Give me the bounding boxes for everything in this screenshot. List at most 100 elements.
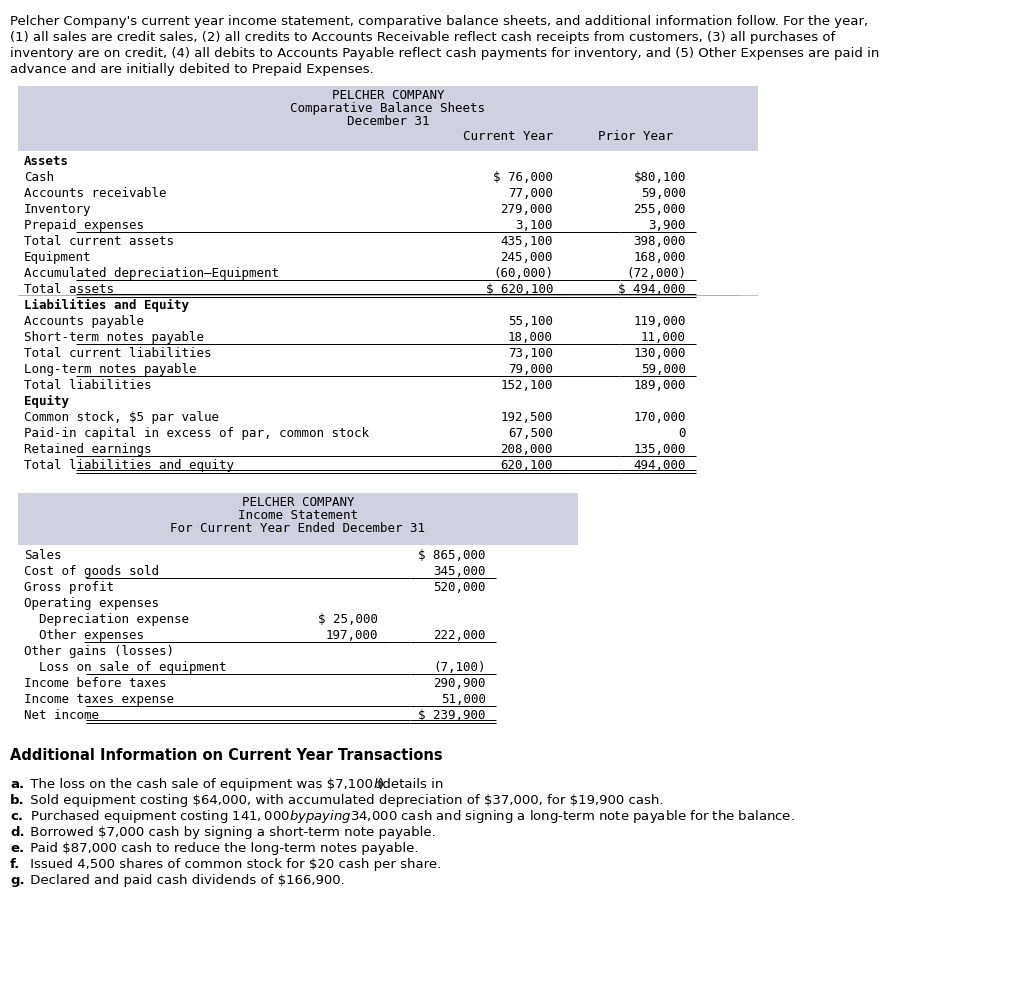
Text: (72,000): (72,000) [626, 267, 686, 280]
Text: Long-term notes payable: Long-term notes payable [24, 363, 197, 376]
Text: Cash: Cash [24, 171, 54, 184]
Text: a.: a. [10, 778, 25, 791]
Text: Loss on sale of equipment: Loss on sale of equipment [24, 661, 226, 674]
Text: inventory are on credit, (4) all debits to Accounts Payable reflect cash payment: inventory are on credit, (4) all debits … [10, 47, 880, 60]
Text: Common stock, $5 par value: Common stock, $5 par value [24, 411, 219, 424]
Text: Cost of goods sold: Cost of goods sold [24, 565, 159, 578]
Text: 3,100: 3,100 [515, 219, 553, 232]
Text: Operating expenses: Operating expenses [24, 597, 159, 610]
Text: Equipment: Equipment [24, 251, 91, 264]
Text: Prior Year: Prior Year [598, 130, 674, 143]
Text: b: b [374, 778, 382, 791]
Text: 222,000: 222,000 [433, 629, 486, 642]
Text: 290,900: 290,900 [433, 677, 486, 690]
Text: 168,000: 168,000 [634, 251, 686, 264]
Text: $ 494,000: $ 494,000 [618, 283, 686, 296]
Text: 192,500: 192,500 [501, 411, 553, 424]
Text: $ 239,900: $ 239,900 [419, 709, 486, 722]
Text: Total assets: Total assets [24, 283, 114, 296]
Text: 130,000: 130,000 [634, 347, 686, 360]
Text: $80,100: $80,100 [634, 171, 686, 184]
Text: 435,100: 435,100 [501, 235, 553, 248]
Text: 73,100: 73,100 [508, 347, 553, 360]
Text: PELCHER COMPANY: PELCHER COMPANY [332, 89, 444, 102]
Text: 152,100: 152,100 [501, 379, 553, 392]
Text: Inventory: Inventory [24, 203, 91, 216]
Text: Paid-in capital in excess of par, common stock: Paid-in capital in excess of par, common… [24, 427, 369, 440]
Text: $ 25,000: $ 25,000 [318, 613, 378, 626]
Text: f.: f. [10, 858, 20, 871]
Text: 119,000: 119,000 [634, 315, 686, 328]
Bar [18, 493, 578, 545]
Text: Other expenses: Other expenses [24, 629, 144, 642]
Text: Assets: Assets [24, 155, 69, 168]
Text: Retained earnings: Retained earnings [24, 443, 152, 456]
Text: 18,000: 18,000 [508, 331, 553, 344]
Text: g.: g. [10, 874, 25, 887]
Bar [18, 545, 578, 725]
Text: Current Year: Current Year [463, 130, 553, 143]
Text: 0: 0 [679, 427, 686, 440]
Text: Issued 4,500 shares of common stock for $20 cash per share.: Issued 4,500 shares of common stock for … [26, 858, 441, 871]
Text: 3,900: 3,900 [648, 219, 686, 232]
Text: 11,000: 11,000 [641, 331, 686, 344]
Text: $ 76,000: $ 76,000 [493, 171, 553, 184]
Text: 398,000: 398,000 [634, 235, 686, 248]
Text: advance and are initially debited to Prepaid Expenses.: advance and are initially debited to Pre… [10, 63, 374, 76]
Text: Short-term notes payable: Short-term notes payable [24, 331, 204, 344]
Text: Pelcher Company's current year income statement, comparative balance sheets, and: Pelcher Company's current year income st… [10, 15, 868, 28]
Text: c.: c. [10, 810, 23, 823]
Text: 494,000: 494,000 [634, 459, 686, 472]
Text: 255,000: 255,000 [634, 203, 686, 216]
Text: Paid $87,000 cash to reduce the long-term notes payable.: Paid $87,000 cash to reduce the long-ter… [26, 842, 419, 855]
Text: 208,000: 208,000 [501, 443, 553, 456]
Text: 51,000: 51,000 [441, 693, 486, 706]
Text: 620,100: 620,100 [501, 459, 553, 472]
Text: 520,000: 520,000 [433, 581, 486, 594]
Text: Equity: Equity [24, 395, 69, 408]
Text: 79,000: 79,000 [508, 363, 553, 376]
Text: Depreciation expense: Depreciation expense [24, 613, 189, 626]
Text: 59,000: 59,000 [641, 187, 686, 200]
Text: b.: b. [10, 794, 25, 807]
Text: Income Statement: Income Statement [238, 509, 358, 522]
Text: Declared and paid cash dividends of $166,900.: Declared and paid cash dividends of $166… [26, 874, 345, 887]
Text: Liabilities and Equity: Liabilities and Equity [24, 299, 189, 312]
Text: ).: ). [379, 778, 388, 791]
Text: Comparative Balance Sheets: Comparative Balance Sheets [291, 102, 485, 115]
Text: Sales: Sales [24, 549, 61, 562]
Text: (1) all sales are credit sales, (2) all credits to Accounts Receivable reflect c: (1) all sales are credit sales, (2) all … [10, 31, 836, 44]
Text: Gross profit: Gross profit [24, 581, 114, 594]
Text: Accumulated depreciation–Equipment: Accumulated depreciation–Equipment [24, 267, 279, 280]
Text: Sold equipment costing $64,000, with accumulated depreciation of $37,000, for $1: Sold equipment costing $64,000, with acc… [26, 794, 664, 807]
Text: December 31: December 31 [347, 115, 429, 128]
Text: 197,000: 197,000 [326, 629, 378, 642]
Text: Income taxes expense: Income taxes expense [24, 693, 174, 706]
Text: $ 865,000: $ 865,000 [419, 549, 486, 562]
Text: 67,500: 67,500 [508, 427, 553, 440]
Text: (7,100): (7,100) [433, 661, 486, 674]
Text: Purchased equipment costing $141,000 by paying $34,000 cash and signing a long-t: Purchased equipment costing $141,000 by … [26, 808, 795, 825]
Text: Total current liabilities: Total current liabilities [24, 347, 212, 360]
Text: Additional Information on Current Year Transactions: Additional Information on Current Year T… [10, 748, 442, 763]
Bar [18, 151, 758, 475]
Text: The loss on the cash sale of equipment was $7,100 (details in: The loss on the cash sale of equipment w… [26, 778, 447, 791]
Text: Other gains (losses): Other gains (losses) [24, 645, 174, 658]
Text: Accounts receivable: Accounts receivable [24, 187, 167, 200]
Bar [18, 86, 758, 151]
Text: 345,000: 345,000 [433, 565, 486, 578]
Text: 189,000: 189,000 [634, 379, 686, 392]
Text: 55,100: 55,100 [508, 315, 553, 328]
Text: PELCHER COMPANY: PELCHER COMPANY [242, 496, 354, 509]
Text: Total current assets: Total current assets [24, 235, 174, 248]
Text: (60,000): (60,000) [493, 267, 553, 280]
Text: Total liabilities and equity: Total liabilities and equity [24, 459, 234, 472]
Text: 245,000: 245,000 [501, 251, 553, 264]
Text: Borrowed $7,000 cash by signing a short-term note payable.: Borrowed $7,000 cash by signing a short-… [26, 826, 436, 839]
Text: 279,000: 279,000 [501, 203, 553, 216]
Text: 59,000: 59,000 [641, 363, 686, 376]
Text: Income before taxes: Income before taxes [24, 677, 167, 690]
Text: Total liabilities: Total liabilities [24, 379, 152, 392]
Text: 77,000: 77,000 [508, 187, 553, 200]
Text: 170,000: 170,000 [634, 411, 686, 424]
